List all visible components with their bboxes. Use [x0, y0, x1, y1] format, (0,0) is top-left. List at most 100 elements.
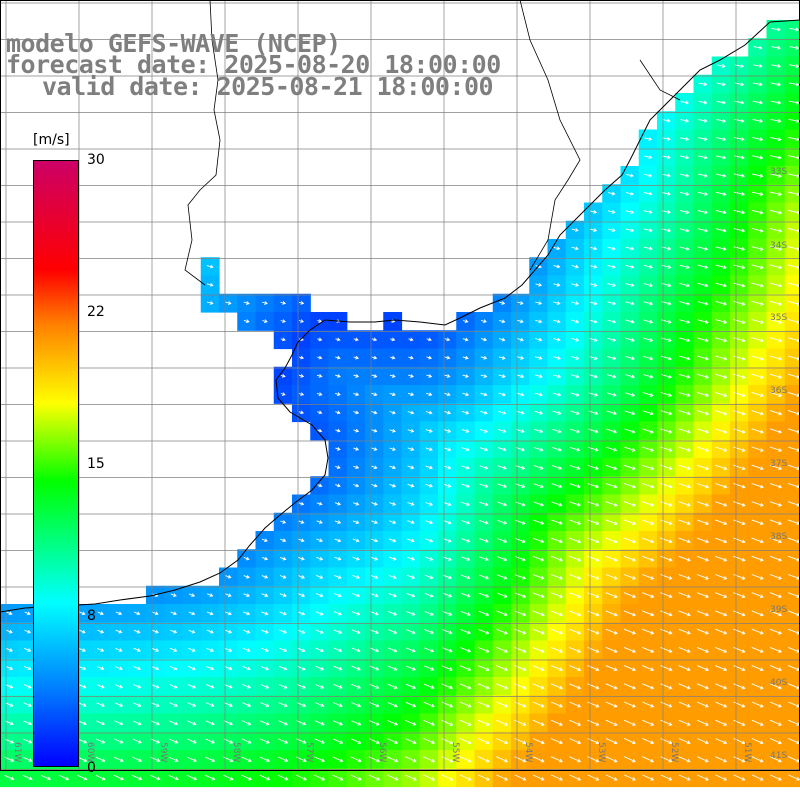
- wind-arrow: [715, 191, 727, 196]
- wind-arrow: [314, 720, 325, 726]
- wind-arrow: [371, 410, 378, 415]
- wind-arrow: [587, 537, 600, 544]
- wind-arrow: [751, 537, 764, 544]
- wind-arrow: [751, 337, 764, 343]
- wind-arrow: [733, 628, 746, 635]
- wind-arrow: [460, 629, 472, 635]
- wind-arrow: [514, 610, 527, 617]
- wind-arrow: [571, 301, 580, 306]
- wind-arrow: [770, 82, 782, 87]
- wind-arrows: [4, 27, 800, 781]
- wind-arrow: [425, 447, 433, 452]
- wind-arrow: [751, 464, 764, 471]
- wind-arrow: [407, 538, 415, 543]
- wind-arrow: [95, 756, 106, 762]
- wind-arrow: [259, 774, 271, 781]
- wind-arrow: [642, 373, 654, 379]
- wind-arrow: [316, 520, 323, 524]
- wind-arrow: [280, 538, 287, 543]
- wind-arrow: [443, 556, 452, 561]
- wind-arrow: [696, 738, 709, 745]
- wind-arrow: [532, 774, 545, 781]
- wind-arrow: [678, 446, 691, 452]
- wind-arrow: [550, 738, 563, 745]
- wind-arrow: [569, 683, 582, 690]
- wind-arrow: [715, 228, 727, 233]
- wind-arrow: [369, 647, 380, 653]
- wind-arrow: [661, 210, 672, 214]
- wind-arrow: [643, 228, 653, 233]
- wind-arrow: [297, 611, 306, 616]
- wind-arrow: [205, 720, 215, 726]
- wind-arrow: [714, 410, 728, 416]
- wind-arrow: [642, 410, 654, 416]
- wind-arrow: [587, 610, 600, 617]
- wind-arrow: [769, 738, 782, 745]
- wind-arrow: [623, 501, 637, 507]
- wind-arrow: [77, 738, 88, 744]
- wind-arrow: [751, 628, 764, 635]
- wind-arrow: [78, 720, 87, 726]
- wind-arrow: [206, 301, 214, 305]
- wind-arrow: [752, 155, 764, 160]
- wind-arrow: [408, 355, 414, 360]
- wind-arrow: [405, 756, 417, 763]
- wind-arrow: [550, 628, 564, 635]
- wind-arrow: [678, 592, 691, 598]
- wind-arrow: [4, 774, 15, 781]
- wind-arrow: [407, 465, 415, 470]
- wind-arrow: [261, 593, 269, 597]
- wind-arrow: [769, 701, 782, 708]
- wind-arrow: [715, 683, 728, 690]
- wind-arrow: [315, 647, 325, 653]
- wind-arrow: [461, 483, 471, 488]
- wind-arrow: [678, 410, 691, 416]
- wind-arrow: [769, 555, 783, 562]
- wind-arrow: [587, 774, 600, 781]
- wind-arrow: [297, 647, 306, 653]
- wind-arrow: [316, 538, 324, 543]
- wind-arrow: [298, 392, 305, 396]
- wind-arrow: [587, 519, 600, 525]
- wind-arrow: [662, 191, 671, 196]
- wind-arrow: [733, 428, 746, 434]
- wind-arrow: [625, 264, 635, 269]
- wind-arrow: [679, 337, 691, 343]
- wind-arrow: [335, 447, 341, 451]
- wind-arrow: [587, 628, 600, 635]
- wind-arrow: [715, 574, 728, 580]
- wind-arrow: [479, 519, 489, 525]
- wind-arrow: [242, 684, 252, 689]
- wind-arrow: [769, 355, 783, 361]
- wind-arrow: [698, 100, 708, 105]
- wind-cell: [784, 239, 800, 258]
- wind-arrow: [243, 301, 250, 305]
- wind-arrow: [769, 282, 783, 288]
- wind-arrow: [696, 719, 709, 726]
- wind-arrow: [444, 392, 451, 397]
- wind-arrow: [480, 374, 488, 378]
- wind-arrow: [623, 628, 637, 635]
- wind-arrow: [769, 610, 783, 617]
- wind-arrow: [751, 246, 764, 251]
- wind-arrow: [551, 756, 563, 763]
- wind-arrow: [625, 301, 635, 306]
- wind-arrow: [715, 756, 728, 763]
- wind-arrow: [298, 355, 305, 360]
- wind-cell: [784, 312, 800, 331]
- wind-arrow: [660, 646, 673, 653]
- wind-arrow: [696, 701, 709, 708]
- wind-arrow: [96, 666, 105, 671]
- wind-arrow: [132, 702, 142, 707]
- wind-arrow: [769, 373, 783, 379]
- wind-arrow: [587, 646, 600, 653]
- wind-cell: [784, 184, 800, 204]
- wind-arrow: [406, 629, 416, 634]
- wind-arrow: [569, 756, 582, 763]
- wind-arrow: [608, 191, 616, 196]
- wind-arrow: [624, 446, 636, 452]
- wind-arrow: [462, 355, 469, 360]
- wind-arrow: [207, 593, 214, 597]
- wind-arrow: [606, 410, 617, 415]
- wind-arrow: [352, 556, 360, 561]
